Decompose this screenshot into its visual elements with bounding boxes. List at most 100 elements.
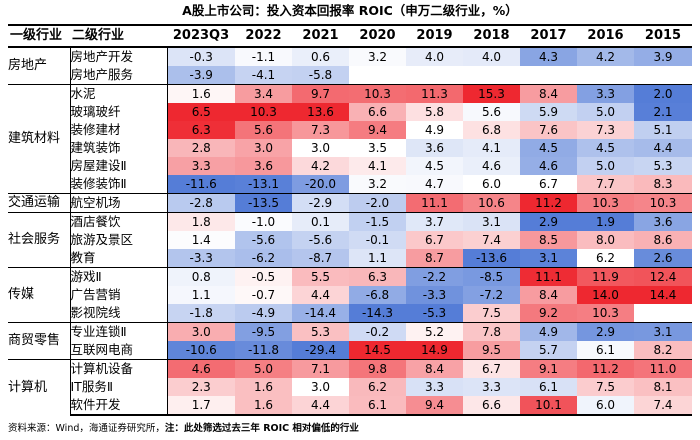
roic-cell: 3.1 xyxy=(520,249,577,268)
roic-cell: -7.2 xyxy=(463,286,520,304)
roic-cell: 3.3 xyxy=(406,378,463,396)
roic-cell: 6.6 xyxy=(463,396,520,416)
roic-cell: -4.1 xyxy=(235,66,292,85)
level1-industry: 社会服务 xyxy=(8,212,71,268)
roic-cell: 6.0 xyxy=(463,175,520,194)
roic-cell: 2.3 xyxy=(167,378,235,396)
roic-cell: -10.6 xyxy=(167,341,235,360)
roic-cell: 4.6 xyxy=(167,359,235,378)
roic-cell: -9.5 xyxy=(235,322,292,341)
header-level2: 二级行业 xyxy=(70,24,167,48)
level2-industry: 房屋建设Ⅱ xyxy=(70,157,168,175)
roic-cell: 4.1 xyxy=(349,157,406,175)
roic-cell: -2.8 xyxy=(167,193,235,213)
roic-cell: 0.8 xyxy=(167,267,235,286)
roic-table: 一级行业 二级行业 2023Q3 2022 2021 2020 2019 201… xyxy=(8,24,692,416)
roic-cell: 6.3 xyxy=(167,121,235,139)
header-year: 2020 xyxy=(349,24,406,48)
header-year: 2018 xyxy=(463,24,520,48)
table-row: 交通运输 航空机场 -2.8 -13.5 -2.9 -2.0 11.1 10.6 11.2 10.… xyxy=(8,193,692,213)
roic-cell: 6.1 xyxy=(349,396,406,416)
roic-cell: 9.4 xyxy=(406,396,463,416)
table-row: 装修建材 6.3 5.6 7.3 9.4 4.9 6.8 7.6 7.3 5.1 xyxy=(8,121,692,139)
roic-cell: 3.0 xyxy=(292,378,349,396)
roic-cell: 2.0 xyxy=(634,84,692,103)
roic-cell: 3.6 xyxy=(634,212,692,231)
roic-cell: 5.6 xyxy=(235,121,292,139)
level2-industry: 互联网电商 xyxy=(70,341,168,360)
level1-industry: 建筑材料 xyxy=(8,84,71,194)
level2-industry: 游戏Ⅱ xyxy=(70,267,168,286)
roic-cell: -5.3 xyxy=(406,304,463,323)
roic-cell: 7.4 xyxy=(634,396,692,416)
roic-cell: 1.6 xyxy=(235,396,292,416)
table-row: 房地产服务 -3.9 -4.1 -5.8 xyxy=(8,66,692,85)
roic-cell: 5.1 xyxy=(634,121,692,139)
roic-cell: 7.3 xyxy=(292,121,349,139)
table-row: 教育 -3.3 -6.2 -8.7 1.1 8.7 -13.6 3.1 6.2 2.6 xyxy=(8,249,692,268)
roic-cell: 11.1 xyxy=(520,267,577,286)
roic-cell: 1.6 xyxy=(167,84,235,103)
roic-cell: -2.2 xyxy=(406,267,463,286)
roic-cell: 7.3 xyxy=(577,121,634,139)
roic-cell xyxy=(634,66,692,85)
roic-cell: 4.9 xyxy=(520,322,577,341)
level2-industry: 软件开发 xyxy=(70,396,168,416)
table-body: 房地产 房地产开发 -0.3 -1.1 0.6 3.2 4.0 4.0 4.3 4.2 3.9 房地产… xyxy=(8,47,692,416)
roic-cell: 3.3 xyxy=(463,378,520,396)
header-year: 2021 xyxy=(292,24,349,48)
roic-cell: 4.5 xyxy=(577,139,634,157)
level2-industry: 航空机场 xyxy=(70,193,168,213)
roic-cell: -13.1 xyxy=(235,175,292,194)
roic-cell: 11.2 xyxy=(577,359,634,378)
roic-cell: 12.4 xyxy=(634,267,692,286)
roic-cell: 3.1 xyxy=(463,212,520,231)
roic-cell: -1.0 xyxy=(235,212,292,231)
roic-cell: 5.0 xyxy=(577,157,634,175)
roic-cell: -2.0 xyxy=(349,193,406,213)
header-year: 2023Q3 xyxy=(167,24,235,48)
roic-cell: 8.1 xyxy=(634,378,692,396)
footnote-note: 注：此处筛选过去三年 ROIC 相对偏低的行业 xyxy=(164,423,359,434)
level2-industry: 装修装饰Ⅱ xyxy=(70,175,168,194)
roic-cell: 5.9 xyxy=(520,103,577,121)
table-row: 房地产 房地产开发 -0.3 -1.1 0.6 3.2 4.0 4.0 4.3 4.2 3.9 xyxy=(8,47,692,85)
roic-cell: -4.9 xyxy=(235,304,292,323)
roic-cell: 6.5 xyxy=(167,103,235,121)
roic-cell: 14.9 xyxy=(406,341,463,360)
roic-cell: 5.6 xyxy=(463,103,520,121)
roic-cell: 8.2 xyxy=(634,341,692,360)
roic-cell: -5.8 xyxy=(292,66,349,85)
roic-cell: 4.4 xyxy=(292,286,349,304)
roic-cell: 7.7 xyxy=(577,175,634,194)
roic-cell: 2.6 xyxy=(634,249,692,268)
roic-cell: -13.6 xyxy=(463,249,520,268)
roic-cell: 8.4 xyxy=(520,286,577,304)
roic-cell: 6.7 xyxy=(463,359,520,378)
level2-industry: 水泥 xyxy=(70,84,168,103)
roic-cell: 4.5 xyxy=(406,157,463,175)
roic-cell: 10.3 xyxy=(577,193,634,213)
roic-cell: -0.5 xyxy=(235,267,292,286)
roic-cell: -1.1 xyxy=(235,47,292,66)
table-row: IT服务Ⅱ 2.3 1.6 3.0 6.2 3.3 3.3 6.1 7.5 8.1 xyxy=(8,378,692,396)
level1-industry: 房地产 xyxy=(8,47,71,85)
table-title: A股上市公司：投入资本回报率 ROIC（申万二级行业，%） xyxy=(182,3,518,18)
header-year: 2017 xyxy=(520,24,577,48)
roic-cell: 7.8 xyxy=(463,322,520,341)
roic-cell: 8.5 xyxy=(520,231,577,249)
table-row: 影视院线 -1.8 -4.9 -14.4 -14.3 -5.3 7.5 9.2 10.3 xyxy=(8,304,692,323)
roic-cell xyxy=(463,66,520,85)
header-year: 2016 xyxy=(577,24,634,48)
roic-cell: 11.9 xyxy=(577,267,634,286)
roic-cell: 11.0 xyxy=(634,359,692,378)
roic-cell xyxy=(406,66,463,85)
roic-cell: -1.8 xyxy=(167,304,235,323)
roic-cell: -14.4 xyxy=(292,304,349,323)
level2-industry: 建筑装饰 xyxy=(70,139,168,157)
roic-cell: 15.3 xyxy=(463,84,520,103)
roic-cell: 5.2 xyxy=(406,322,463,341)
roic-cell: 1.8 xyxy=(167,212,235,231)
roic-cell: 5.7 xyxy=(520,341,577,360)
roic-cell: -6.2 xyxy=(235,249,292,268)
